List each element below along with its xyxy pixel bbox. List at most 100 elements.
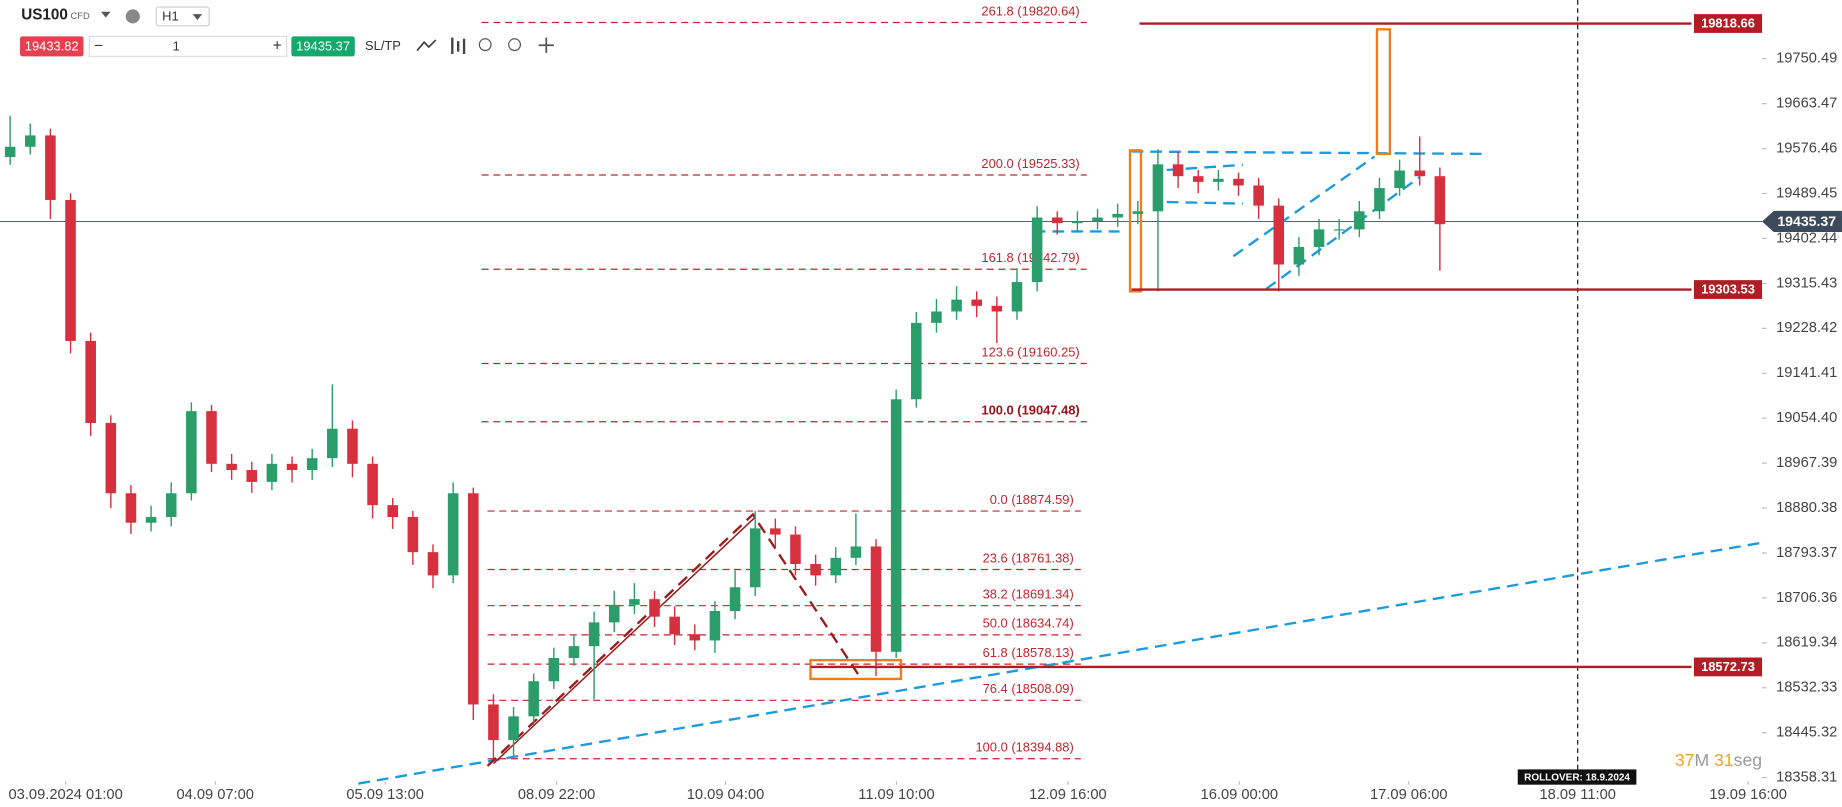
candle-icon[interactable] xyxy=(451,37,466,55)
y-tick-label: 19663.47 xyxy=(1776,96,1837,112)
timer-seconds-unit: seg xyxy=(1734,750,1762,770)
volume: 1 xyxy=(173,38,180,53)
candle-body xyxy=(427,552,439,576)
y-tick-label: 19315.43 xyxy=(1776,275,1837,291)
candle-body xyxy=(1092,217,1103,222)
candle-body xyxy=(1172,164,1184,177)
zoom-out-icon[interactable] xyxy=(478,38,492,52)
y-tick-label: 18445.32 xyxy=(1776,725,1837,741)
candle-body xyxy=(1132,211,1144,214)
candle-body xyxy=(669,616,680,635)
candle-body xyxy=(1233,178,1244,186)
toolbar: US100 CFD H1 19433.82 − 1 + 19435.37 SL/… xyxy=(20,6,554,57)
current-price-label: 19435.37 xyxy=(1777,213,1836,229)
y-tick-label: 19750.49 xyxy=(1776,51,1837,67)
candle-body xyxy=(186,411,197,494)
fib-label: 200.0 (19525.33) xyxy=(981,156,1079,171)
info-icon[interactable] xyxy=(125,9,140,24)
candle-body xyxy=(367,463,378,506)
candle-body xyxy=(447,493,459,576)
price-level-label: 19818.66 xyxy=(1701,16,1755,31)
candle-body xyxy=(226,463,237,471)
buy-button[interactable] xyxy=(291,36,355,57)
timer-seconds: 31 xyxy=(1714,750,1734,770)
fib-label: 123.6 (19160.25) xyxy=(981,344,1079,359)
price-level-tag xyxy=(1693,657,1763,677)
sell-button[interactable] xyxy=(20,36,84,57)
candle-body xyxy=(971,299,982,306)
zoom-in-icon[interactable] xyxy=(508,38,522,52)
x-tick-label: 19.09 16:00 xyxy=(1709,787,1787,803)
trend-line xyxy=(1131,150,1484,156)
pan-icon[interactable] xyxy=(538,37,554,53)
candle-body xyxy=(548,657,560,682)
candle-body xyxy=(810,564,821,576)
candle-body xyxy=(65,199,76,341)
candle-body xyxy=(246,470,258,482)
x-tick-label: 04.09 07:00 xyxy=(176,787,254,803)
candle-body xyxy=(165,493,177,518)
trend-line xyxy=(1166,163,1243,172)
symbol-dropdown[interactable] xyxy=(101,11,111,18)
y-tick-label: 19228.42 xyxy=(1776,320,1837,336)
symbol[interactable]: US100 xyxy=(21,6,68,23)
y-tick-label: 18880.38 xyxy=(1776,500,1837,516)
x-tick-label: 11.09 10:00 xyxy=(858,787,934,803)
fib-label: 261.8 (19820.64) xyxy=(981,3,1079,18)
trend-line xyxy=(492,516,756,765)
timer-minutes: 37 xyxy=(1675,750,1695,770)
candle-body xyxy=(347,428,358,464)
candle-body xyxy=(1313,229,1325,247)
candle-body xyxy=(1051,217,1063,224)
timeframe-select[interactable] xyxy=(155,6,210,27)
line-chart-icon[interactable] xyxy=(416,39,437,52)
y-tick-label: 18619.34 xyxy=(1776,635,1837,651)
candle-body xyxy=(770,528,781,535)
candle-body xyxy=(266,463,278,482)
minus-button[interactable]: − xyxy=(94,37,103,54)
candle-body xyxy=(890,399,902,652)
candle-body xyxy=(749,528,761,588)
y-tick-label: 19402.44 xyxy=(1776,230,1837,246)
candle-body xyxy=(1253,185,1264,206)
candle-body xyxy=(588,622,600,647)
current-price-tag xyxy=(1762,210,1842,233)
candle-body xyxy=(306,458,318,471)
candle-body xyxy=(1152,164,1164,212)
fib-label: 76.4 (18508.09) xyxy=(983,681,1074,696)
candle-body xyxy=(387,505,399,518)
candle-body xyxy=(709,611,721,641)
x-tick-label: 18.09 11:00 xyxy=(1540,787,1616,803)
candle-body xyxy=(145,517,157,523)
y-tick-label: 18793.37 xyxy=(1776,545,1837,561)
candle-body xyxy=(4,146,16,158)
y-tick-label: 18967.39 xyxy=(1776,455,1837,471)
y-tick-label: 18706.36 xyxy=(1776,590,1837,606)
candle-body xyxy=(528,681,539,717)
candle-body xyxy=(286,463,298,471)
y-tick-label: 19576.46 xyxy=(1776,140,1837,156)
candle-body xyxy=(1213,178,1224,182)
sl-tp[interactable]: SL/TP xyxy=(365,38,401,53)
candle-body xyxy=(951,299,962,312)
volume-box[interactable] xyxy=(88,35,288,57)
highlight-box xyxy=(1375,28,1392,156)
candle-body xyxy=(689,634,701,641)
plus-button[interactable]: + xyxy=(273,37,282,54)
x-tick-label: 10.09 04:00 xyxy=(687,787,765,803)
buy-price: 19435.37 xyxy=(296,38,350,53)
x-tick-label: 17.09 06:00 xyxy=(1370,787,1448,803)
candle-body xyxy=(488,704,499,741)
candle-body xyxy=(105,423,117,494)
fib-label: 100.0 (18394.88) xyxy=(975,740,1073,755)
candle-body xyxy=(45,135,56,200)
fib-label: 50.0 (18634.74) xyxy=(983,616,1074,631)
fib-label: 161.8 (19342.79) xyxy=(981,250,1079,265)
fib-label: 38.2 (18691.34) xyxy=(983,586,1074,601)
candle-body xyxy=(1333,229,1345,231)
y-tick-label: 18532.33 xyxy=(1776,680,1837,696)
trend-line xyxy=(358,541,1763,785)
trend-line xyxy=(1265,176,1420,290)
candle-body xyxy=(991,305,1003,312)
y-tick-label: 19141.41 xyxy=(1776,365,1837,381)
